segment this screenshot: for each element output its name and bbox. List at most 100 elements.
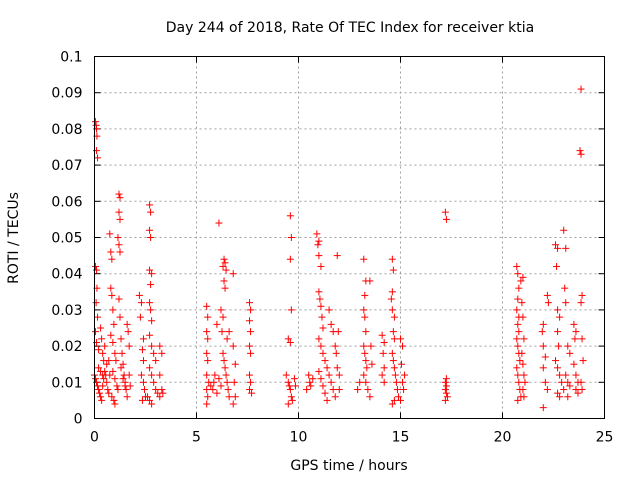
data-point [231, 393, 239, 401]
data-point [152, 386, 160, 394]
data-point [389, 266, 397, 274]
data-point [514, 320, 522, 328]
data-point [92, 118, 100, 126]
data-point [579, 357, 587, 365]
data-point [219, 262, 227, 270]
data-point [380, 378, 388, 386]
data-point [146, 201, 154, 209]
data-point [325, 371, 333, 379]
data-point [221, 259, 229, 267]
data-point [518, 299, 526, 307]
data-point [442, 215, 450, 223]
data-point [334, 328, 342, 336]
data-point [203, 302, 211, 310]
data-point [553, 262, 561, 270]
data-point [284, 400, 292, 408]
y-tick-label: 0.1 [60, 50, 82, 66]
data-point [107, 331, 115, 339]
data-point [246, 371, 254, 379]
y-tick-label: 0.08 [51, 122, 82, 138]
data-point [317, 262, 325, 270]
data-point [401, 371, 409, 379]
data-point [393, 386, 401, 394]
data-point [103, 378, 111, 386]
data-point [159, 389, 167, 397]
data-point [562, 244, 570, 252]
data-point [362, 378, 370, 386]
data-point [107, 248, 115, 256]
data-point [361, 349, 369, 357]
data-point [331, 393, 339, 401]
chart-title: Day 244 of 2018, Rate Of TEC Index for r… [166, 20, 534, 36]
data-point [331, 342, 339, 350]
data-point [286, 338, 294, 346]
data-point [514, 295, 522, 303]
data-point [398, 360, 406, 368]
data-point [561, 284, 569, 292]
data-point [306, 378, 314, 386]
data-point [578, 386, 586, 394]
data-point [211, 371, 219, 379]
data-point [367, 342, 375, 350]
y-tick-label: 0.04 [51, 267, 82, 283]
data-point [380, 364, 388, 372]
data-point [97, 367, 105, 375]
data-point [335, 386, 343, 394]
data-point [225, 328, 233, 336]
data-point [94, 154, 102, 162]
data-point [148, 270, 156, 278]
data-point [95, 346, 103, 354]
data-point [562, 299, 570, 307]
data-point [116, 313, 124, 321]
data-point [97, 393, 105, 401]
x-tick-label: 10 [290, 430, 308, 446]
data-point [223, 378, 231, 386]
data-point [356, 378, 364, 386]
data-point [539, 404, 547, 412]
data-point [543, 291, 551, 299]
data-point [115, 208, 123, 216]
data-point [248, 389, 256, 397]
data-point [203, 400, 211, 408]
data-point [442, 382, 450, 390]
data-point [363, 364, 371, 372]
data-point [555, 342, 563, 350]
data-point [556, 393, 564, 401]
data-point [215, 375, 223, 383]
data-point [518, 349, 526, 357]
data-point [360, 342, 368, 350]
data-point [517, 277, 525, 285]
y-tick-label: 0.03 [51, 303, 82, 319]
data-point [282, 371, 290, 379]
data-point [147, 234, 155, 241]
data-point [146, 266, 154, 274]
data-point [552, 357, 560, 365]
data-point [315, 237, 323, 245]
data-point [135, 291, 143, 299]
data-point [319, 324, 327, 332]
data-point [333, 364, 341, 372]
data-point [388, 349, 396, 357]
data-point [388, 400, 396, 408]
data-point [204, 335, 212, 343]
data-point [362, 357, 370, 365]
data-point [325, 306, 333, 314]
data-point [317, 375, 325, 383]
data-point [98, 335, 106, 343]
data-point [513, 262, 521, 270]
data-point [397, 396, 404, 404]
y-tick-label: 0.05 [51, 231, 82, 247]
x-tick-labels: 0 5 10 15 20 25 [90, 430, 613, 446]
data-point [115, 241, 123, 249]
data-point [539, 320, 547, 328]
data-point [95, 386, 103, 394]
data-point [203, 349, 211, 357]
data-point [140, 386, 148, 394]
data-point [541, 353, 549, 361]
data-point [284, 335, 292, 343]
data-point [309, 375, 317, 383]
data-point [516, 357, 524, 365]
data-point [362, 328, 370, 336]
data-point [564, 393, 572, 401]
data-point [441, 386, 449, 394]
